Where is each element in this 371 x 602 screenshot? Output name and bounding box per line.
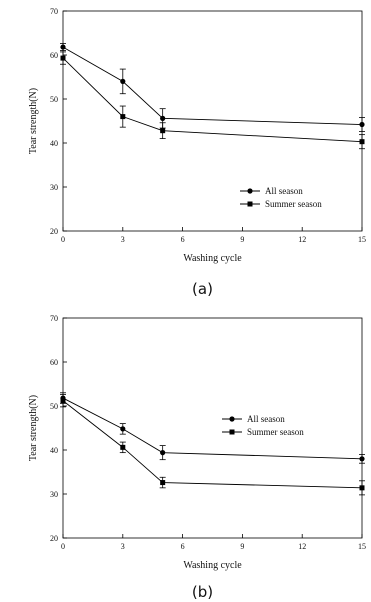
y-tick-label: 30 <box>50 183 58 192</box>
data-point-circle <box>359 121 365 128</box>
x-tick-label: 3 <box>121 542 125 551</box>
chart-panel-a: 20 30 40 50 60 70 0 3 6 9 12 15 Washing cycle Tear st… <box>28 7 366 298</box>
data-point-circle <box>120 78 126 84</box>
data-point-circle <box>60 44 66 50</box>
data-point-square <box>359 139 365 145</box>
x-tick-label: 9 <box>240 235 244 244</box>
x-axis-label: Washing cycle <box>183 253 242 264</box>
legend-entry: All season <box>265 186 303 196</box>
y-tick-label: 70 <box>50 7 58 16</box>
chart-panel-b: 20 30 40 50 60 70 0 3 6 9 12 15 Washing cycle Tear st… <box>28 314 366 601</box>
legend: All season Summer season <box>240 186 322 209</box>
legend-entry: Summer season <box>247 427 304 437</box>
series-line <box>62 57 363 143</box>
x-tick-label: 15 <box>358 235 366 244</box>
data-point-circle <box>160 450 166 456</box>
x-axis-label: Washing cycle <box>183 560 242 571</box>
x-tick-label: 12 <box>298 542 306 551</box>
plot-frame <box>62 317 363 539</box>
y-tick-label: 60 <box>50 358 58 367</box>
data-point-square <box>160 128 166 134</box>
data-point-square <box>359 485 365 491</box>
data-point-circle <box>160 115 166 121</box>
data-point-circle <box>120 426 126 432</box>
panel-label: (b) <box>192 583 213 601</box>
y-axis-label: Tear strength(N) <box>28 395 39 461</box>
y-tick-label: 50 <box>50 402 58 411</box>
data-point-circle <box>359 456 365 462</box>
x-tick-label: 12 <box>298 235 306 244</box>
data-point-square <box>60 55 66 61</box>
y-tick-label: 40 <box>50 139 58 148</box>
legend-marker-circle <box>229 416 235 422</box>
legend-marker-circle <box>247 188 253 194</box>
x-tick-label: 0 <box>61 235 65 244</box>
y-tick-label: 40 <box>50 446 58 455</box>
y-axis-label: Tear strength(N) <box>28 88 39 154</box>
data-point-square <box>120 114 126 120</box>
x-tick-label: 6 <box>181 235 185 244</box>
y-tick-label: 30 <box>50 490 58 499</box>
y-tick-label: 50 <box>50 95 58 104</box>
data-point-square <box>60 398 66 404</box>
series-all-season <box>60 392 365 464</box>
legend-entry: All season <box>247 414 285 424</box>
series-line <box>62 400 363 489</box>
y-tick-label: 70 <box>50 314 58 323</box>
data-point-square <box>160 480 166 486</box>
series-all-season <box>60 43 365 132</box>
x-tick-label: 15 <box>358 542 366 551</box>
y-tick-label: 60 <box>50 51 58 60</box>
data-point-square <box>120 444 126 450</box>
legend-marker-square <box>247 201 253 207</box>
series-line <box>62 46 363 125</box>
series-summer-season <box>60 51 365 150</box>
legend-entry: Summer season <box>265 199 322 209</box>
x-tick-label: 0 <box>61 542 65 551</box>
x-tick-label: 6 <box>181 542 185 551</box>
y-tick-label: 20 <box>50 227 58 236</box>
series-summer-season <box>60 394 365 496</box>
x-tick-label: 3 <box>121 235 125 244</box>
series-line <box>62 397 363 460</box>
legend: All season Summer season <box>222 414 304 437</box>
legend-marker-square <box>229 429 235 435</box>
panel-label: (a) <box>192 280 213 298</box>
plot-frame <box>62 10 363 232</box>
y-tick-label: 20 <box>50 534 58 543</box>
x-tick-label: 9 <box>240 542 244 551</box>
